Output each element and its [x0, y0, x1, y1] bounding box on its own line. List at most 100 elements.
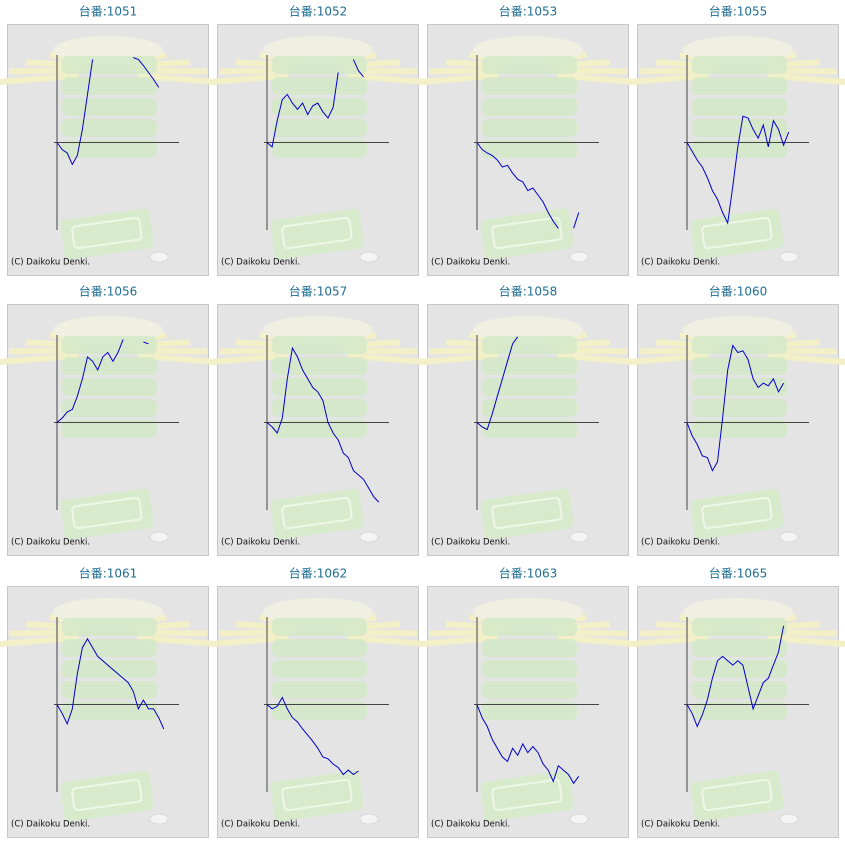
- sun-ray: [767, 72, 845, 85]
- coin: [149, 531, 169, 543]
- watermark: (C) Daikoku Denki.: [431, 820, 510, 830]
- box-stack: [272, 702, 367, 720]
- box-stack: [482, 702, 577, 720]
- sun-ray: [137, 352, 217, 366]
- coin: [779, 813, 799, 825]
- tray-inner: [701, 496, 773, 530]
- chart-panel: (C) Daikoku Denki.: [419, 586, 637, 838]
- box-stack: [692, 56, 787, 74]
- box-stack: [62, 702, 157, 720]
- data-line: [266, 696, 359, 776]
- box-stack: [272, 56, 367, 74]
- sun-ray: [137, 72, 217, 86]
- sun-ray: [767, 352, 845, 365]
- sun-ray: [557, 352, 637, 366]
- box-stack: [482, 119, 577, 137]
- box-stack: [272, 618, 367, 636]
- watermark: (C) Daikoku Denki.: [641, 538, 720, 548]
- tray-inner: [281, 216, 353, 250]
- box-stack: [482, 681, 577, 699]
- sun-ray: [209, 634, 289, 648]
- sun-ray: [209, 352, 289, 366]
- data-line: [686, 344, 785, 472]
- watermark: (C) Daikoku Denki.: [641, 820, 720, 830]
- box-stack: [482, 336, 577, 354]
- box-stack: [62, 681, 157, 699]
- chart-panel: (C) Daikoku Denki.: [629, 586, 845, 838]
- box-stack: [272, 639, 367, 657]
- chart-panel: (C) Daikoku Denki.: [0, 24, 217, 276]
- box-stack: [482, 140, 577, 158]
- chart-panel: (C) Daikoku Denki.: [0, 304, 217, 556]
- chart-title: 台番:1057: [289, 284, 348, 299]
- chart-panel: (C) Daikoku Denki.: [629, 304, 845, 556]
- data-line: [56, 637, 165, 730]
- coin: [149, 813, 169, 825]
- tray-inner: [701, 778, 773, 812]
- coin: [359, 251, 379, 263]
- data-line: [476, 704, 580, 785]
- box-stack: [692, 378, 787, 396]
- box-stack: [62, 140, 157, 158]
- chart-title: 台番:1061: [79, 566, 138, 581]
- box-stack: [482, 56, 577, 74]
- box-stack: [692, 357, 787, 375]
- tray-inner: [281, 778, 353, 812]
- box-stack: [272, 357, 367, 375]
- sun-ray: [419, 352, 499, 366]
- box-stack: [272, 399, 367, 417]
- box-stack: [62, 77, 157, 95]
- box-stack: [482, 399, 577, 417]
- box-stack: [62, 420, 157, 438]
- watermark: (C) Daikoku Denki.: [431, 538, 510, 548]
- chart-title: 台番:1062: [289, 566, 348, 581]
- chart-panel: (C) Daikoku Denki.: [629, 24, 845, 276]
- chart-panel: (C) Daikoku Denki.: [419, 304, 637, 556]
- coin: [569, 531, 589, 543]
- box-stack: [692, 660, 787, 678]
- chart-panel: (C) Daikoku Denki.: [209, 304, 427, 556]
- watermark: (C) Daikoku Denki.: [431, 258, 510, 268]
- sun-ray: [137, 634, 217, 648]
- data-line: [266, 59, 364, 148]
- box-stack: [272, 119, 367, 137]
- coin: [359, 531, 379, 543]
- chart-title: 台番:1052: [289, 4, 348, 19]
- watermark: (C) Daikoku Denki.: [221, 820, 300, 830]
- coin: [149, 251, 169, 263]
- box-stack: [272, 77, 367, 95]
- chart-title: 台番:1056: [79, 284, 138, 299]
- data-line: [266, 346, 380, 503]
- chart-panel: (C) Daikoku Denki.: [419, 24, 637, 276]
- watermark: (C) Daikoku Denki.: [11, 258, 90, 268]
- sun-ray: [0, 352, 79, 366]
- coin: [779, 251, 799, 263]
- data-line: [56, 57, 160, 166]
- sun-ray: [557, 72, 637, 86]
- chart-title: 台番:1053: [499, 4, 558, 19]
- box-stack: [272, 336, 367, 354]
- box-stack: [692, 140, 787, 158]
- box-stack: [62, 378, 157, 396]
- box-stack: [692, 336, 787, 354]
- box-stack: [62, 336, 157, 354]
- box-stack: [482, 98, 577, 116]
- tray-inner: [71, 216, 143, 250]
- tray-inner: [281, 496, 353, 530]
- box-stack: [482, 378, 577, 396]
- box-stack: [62, 98, 157, 116]
- chart-title: 台番:1065: [709, 566, 768, 581]
- box-stack: [272, 660, 367, 678]
- box-stack: [272, 378, 367, 396]
- sun-ray: [419, 72, 499, 86]
- box-stack: [62, 357, 157, 375]
- tray-inner: [71, 496, 143, 530]
- tray-inner: [491, 216, 563, 250]
- box-stack: [692, 681, 787, 699]
- data-line: [476, 336, 519, 431]
- box-stack: [692, 399, 787, 417]
- box-stack: [692, 420, 787, 438]
- box-stack: [482, 639, 577, 657]
- chart-title: 台番:1058: [499, 284, 558, 299]
